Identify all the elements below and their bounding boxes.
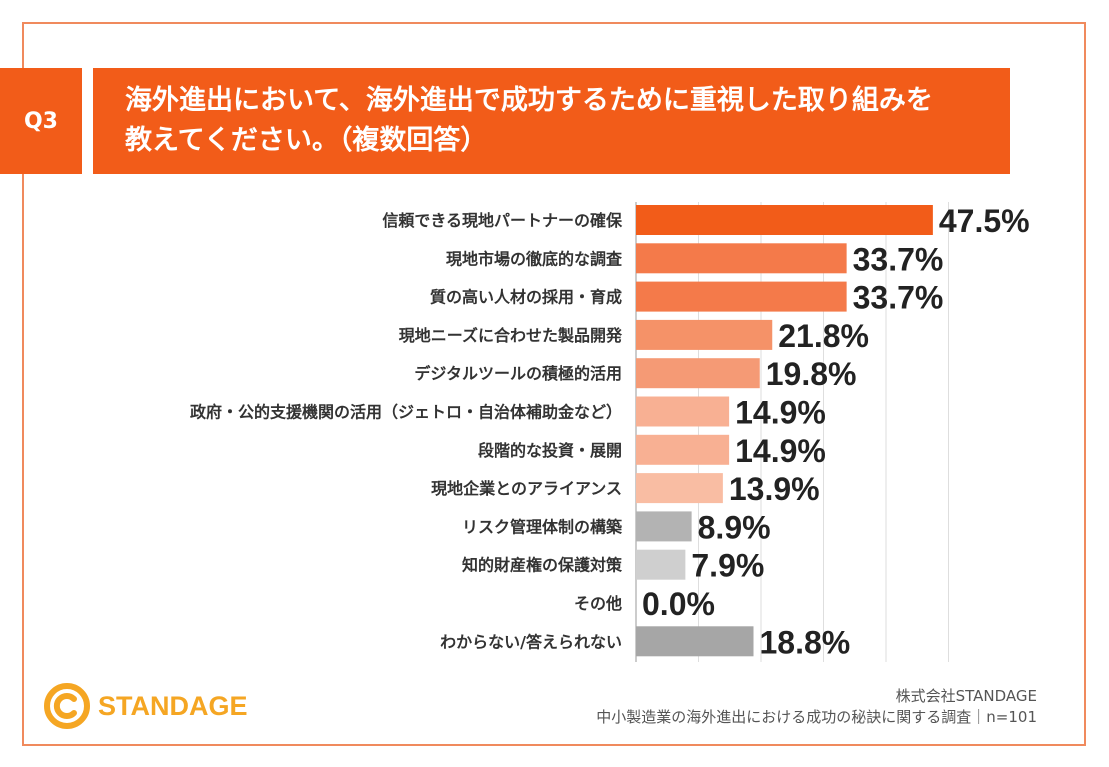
category-label: 信頼できる現地パートナーの確保	[382, 211, 623, 230]
footer-source: 株式会社STANDAGE 中小製造業の海外進出における成功の秘訣に関する調査｜n…	[596, 686, 1037, 728]
footer-survey: 中小製造業の海外進出における成功の秘訣に関する調査｜n=101	[596, 708, 1037, 726]
bar	[636, 319, 773, 350]
question-text-line2: 教えてください。（複数回答）	[125, 125, 488, 156]
standage-logo: STANDAGE	[44, 683, 248, 729]
category-label: 質の高い人材の採用・育成	[430, 288, 622, 307]
category-label: 知的財産権の保護対策	[462, 556, 623, 575]
category-label: 現地ニーズに合わせた製品開発	[399, 326, 623, 345]
value-label: 13.9%	[729, 471, 820, 507]
category-label: 政府・公的支援機関の活用（ジェトロ・自治体補助金など）	[190, 403, 622, 422]
question-number-tab: Q3	[0, 68, 82, 174]
standage-logo-text: STANDAGE	[98, 690, 248, 721]
value-label: 21.8%	[778, 318, 869, 354]
category-label: リスク管理体制の構築	[462, 517, 623, 536]
category-label: デジタルツールの積極的活用	[414, 364, 622, 383]
value-label: 8.9%	[698, 509, 771, 545]
category-label: 現地企業とのアライアンス	[431, 479, 622, 498]
value-label: 19.8%	[766, 356, 857, 392]
footer-company: 株式会社STANDAGE	[895, 687, 1037, 705]
value-label: 33.7%	[853, 241, 944, 277]
bar	[636, 549, 686, 580]
bar	[636, 511, 692, 542]
value-label: 33.7%	[853, 280, 944, 316]
value-label: 47.5%	[939, 203, 1030, 239]
category-label: わからない/答えられない	[440, 632, 622, 651]
bar	[636, 205, 933, 235]
category-label: その他	[574, 594, 622, 613]
bar	[636, 281, 847, 312]
value-label: 14.9%	[735, 395, 826, 431]
value-label: 14.9%	[735, 433, 826, 469]
bar	[636, 396, 730, 427]
category-label: 段階的な投資・展開	[478, 441, 622, 460]
question-header: 海外進出において、海外進出で成功するために重視した取り組みを 教えてください。（…	[93, 68, 1010, 174]
question-text-line1: 海外進出において、海外進出で成功するために重視した取り組みを	[125, 85, 933, 116]
bar	[636, 434, 730, 465]
bar	[636, 626, 754, 657]
value-label: 18.8%	[760, 624, 851, 660]
bar	[636, 473, 723, 504]
outer-frame	[22, 22, 1086, 746]
standage-logo-icon	[44, 683, 90, 729]
value-label: 0.0%	[642, 586, 715, 622]
category-label: 現地市場の徹底的な調査	[446, 249, 622, 268]
value-label: 7.9%	[691, 548, 764, 584]
bar	[636, 243, 847, 274]
question-number: Q3	[23, 108, 58, 134]
bar	[636, 358, 760, 389]
